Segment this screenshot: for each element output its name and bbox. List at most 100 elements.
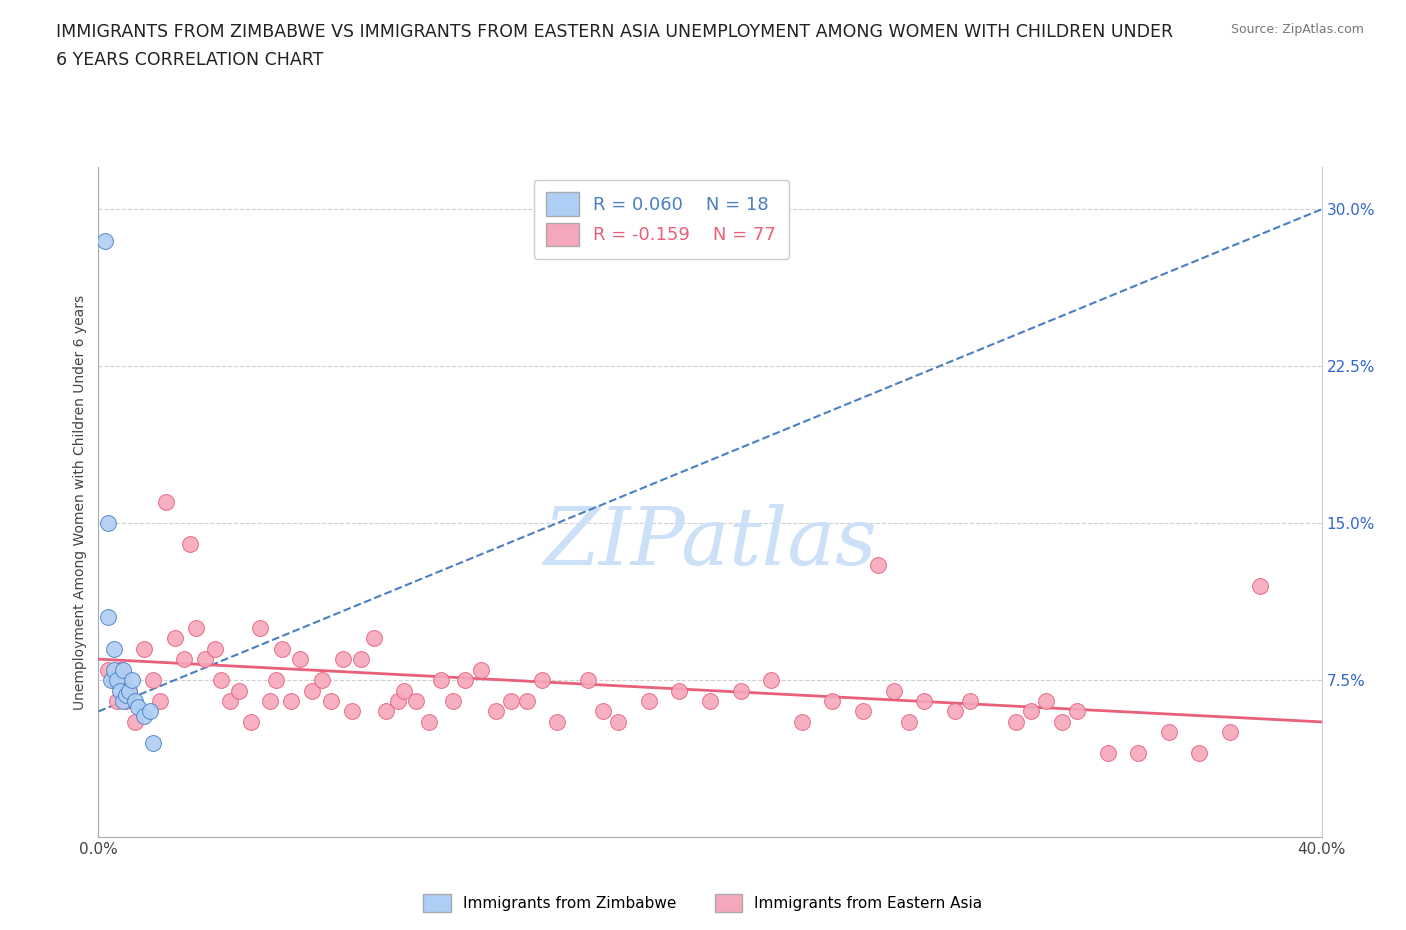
Point (149, 694, 172, 709)
Point (118, 683, 141, 698)
Point (124, 714, 146, 729)
Point (821, 694, 844, 709)
Point (118, 683, 141, 698)
Point (912, 694, 935, 709)
Point (392, 683, 416, 698)
Point (186, 620, 208, 635)
Text: 6 YEARS CORRELATION CHART: 6 YEARS CORRELATION CHART (56, 51, 323, 69)
Point (405, 694, 427, 709)
Point (163, 631, 186, 645)
Point (883, 683, 905, 698)
Point (240, 714, 263, 729)
Point (121, 672, 143, 687)
Point (259, 694, 281, 709)
Legend: Immigrants from Zimbabwe, Immigrants from Eastern Asia: Immigrants from Zimbabwe, Immigrants fro… (418, 888, 988, 918)
Text: IMMIGRANTS FROM ZIMBABWE VS IMMIGRANTS FROM EASTERN ASIA UNEMPLOYMENT AMONG WOME: IMMIGRANTS FROM ZIMBABWE VS IMMIGRANTS F… (56, 23, 1174, 41)
Point (454, 672, 477, 687)
Point (97, 662, 120, 677)
Point (108, 683, 131, 698)
Point (576, 672, 599, 687)
Point (1019, 704, 1042, 719)
Point (1249, 578, 1271, 593)
Point (173, 652, 195, 667)
Point (139, 704, 162, 719)
Point (485, 704, 508, 719)
Point (111, 672, 134, 687)
Point (1066, 704, 1088, 719)
Point (103, 672, 125, 687)
Point (387, 694, 409, 709)
Point (668, 683, 690, 698)
Point (209, 672, 232, 687)
Point (280, 694, 302, 709)
Point (97, 516, 120, 531)
Point (332, 652, 354, 667)
Point (103, 662, 125, 677)
Point (501, 694, 523, 709)
Point (1219, 725, 1241, 740)
Legend: R = 0.060    N = 18, R = -0.159    N = 77: R = 0.060 N = 18, R = -0.159 N = 77 (533, 179, 789, 259)
Point (516, 694, 538, 709)
Point (142, 736, 165, 751)
Point (134, 709, 156, 724)
Point (730, 683, 752, 698)
Point (301, 683, 323, 698)
Point (124, 694, 146, 709)
Point (105, 672, 128, 687)
Point (1035, 694, 1057, 709)
Text: ZIPatlas: ZIPatlas (543, 504, 877, 581)
Point (142, 672, 165, 687)
Point (546, 714, 568, 729)
Point (134, 642, 156, 657)
Point (264, 672, 287, 687)
Point (637, 694, 661, 709)
Point (759, 672, 782, 687)
Point (1128, 746, 1150, 761)
Point (111, 662, 134, 677)
Point (1157, 725, 1180, 740)
Point (155, 495, 177, 510)
Y-axis label: Unemployment Among Women with Children Under 6 years: Unemployment Among Women with Children U… (73, 295, 87, 710)
Point (1097, 746, 1119, 761)
Point (103, 642, 125, 657)
Point (342, 704, 364, 719)
Point (1188, 746, 1211, 761)
Point (350, 652, 373, 667)
Point (105, 694, 128, 709)
Point (868, 558, 890, 573)
Point (852, 704, 875, 719)
Point (290, 652, 312, 667)
Point (100, 672, 122, 687)
Point (374, 704, 396, 719)
Point (115, 687, 138, 702)
Point (127, 700, 149, 715)
Point (111, 694, 134, 709)
Point (441, 694, 464, 709)
Point (97, 610, 120, 625)
Point (530, 672, 553, 687)
Point (699, 694, 721, 709)
Point (249, 620, 271, 635)
Point (607, 714, 630, 729)
Point (959, 694, 981, 709)
Point (430, 672, 453, 687)
Point (470, 662, 492, 677)
Point (1050, 714, 1073, 729)
Text: Source: ZipAtlas.com: Source: ZipAtlas.com (1230, 23, 1364, 36)
Point (592, 704, 614, 719)
Point (115, 694, 138, 709)
Point (219, 694, 242, 709)
Point (1004, 714, 1026, 729)
Point (204, 642, 226, 657)
Point (790, 714, 813, 729)
Point (319, 694, 342, 709)
Point (418, 714, 440, 729)
Point (93, 233, 115, 248)
Point (228, 683, 250, 698)
Point (943, 704, 966, 719)
Point (363, 631, 385, 645)
Point (179, 537, 201, 551)
Point (897, 714, 920, 729)
Point (311, 672, 333, 687)
Point (194, 652, 217, 667)
